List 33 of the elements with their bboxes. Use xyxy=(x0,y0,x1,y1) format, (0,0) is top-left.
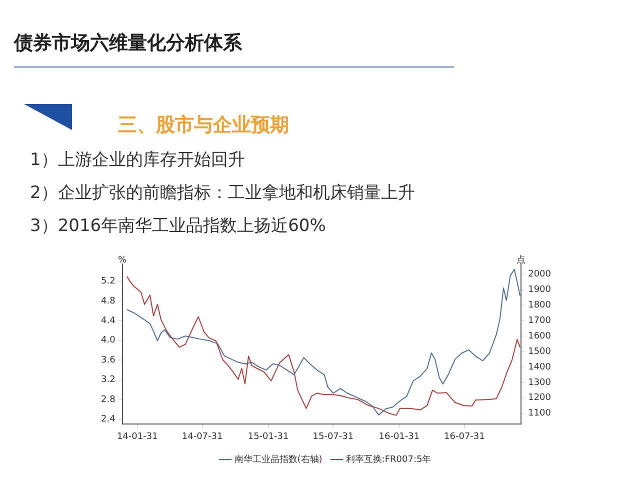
y2-tick-label: 1100 xyxy=(528,408,552,419)
y2-tick-label: 1200 xyxy=(528,393,552,404)
legend-label: 南华工业品指数(右轴) xyxy=(234,454,322,465)
y-tick-label: 2.8 xyxy=(100,394,116,405)
y2-tick-label: 1700 xyxy=(528,316,552,326)
y2-tick-label: 1500 xyxy=(528,346,552,357)
x-tick-label: 14-01-31 xyxy=(116,432,158,442)
x-tick-label: 16-07-31 xyxy=(444,432,485,442)
y-axis-title: % xyxy=(118,255,128,266)
y2-tick-label: 1900 xyxy=(528,284,552,295)
y-tick-label: 3.6 xyxy=(100,355,116,366)
x-tick-label: 14-07-31 xyxy=(182,432,223,442)
legend-label: 利率互换:FR007:5年 xyxy=(346,454,432,465)
y-tick-label: 5.2 xyxy=(100,276,116,287)
y-tick-label: 4.0 xyxy=(100,336,116,346)
x-tick-label: 16-01-31 xyxy=(378,432,420,442)
y2-tick-label: 1600 xyxy=(528,331,552,342)
y-tick-label: 4.8 xyxy=(100,296,116,306)
x-tick-label: 15-07-31 xyxy=(312,432,354,442)
y2-tick-label: 1800 xyxy=(528,300,552,310)
x-tick-label: 15-01-31 xyxy=(248,432,289,442)
y-tick-label: 3.2 xyxy=(100,375,116,386)
y2-tick-label: 1300 xyxy=(528,378,552,388)
y-tick-label: 4.4 xyxy=(100,316,116,326)
y2-tick-label: 1400 xyxy=(528,362,552,372)
text: 2）企业扩张的前瞻指标：工业拿地和机床销量上升 xyxy=(30,182,415,204)
y2-tick-label: 2000 xyxy=(528,269,552,280)
text: 3）2016年南华工业品指数上扬近60% xyxy=(30,215,326,237)
chart-title: 债券市场六维量化分析体系 xyxy=(14,31,242,56)
y2-axis-title: 点 xyxy=(516,254,526,266)
y-tick-label: 2.4 xyxy=(100,414,116,425)
text: 1）上游企业的库存开始回升 xyxy=(30,149,245,171)
chart-subtitle: 三、股市与企业预期 xyxy=(118,113,289,138)
